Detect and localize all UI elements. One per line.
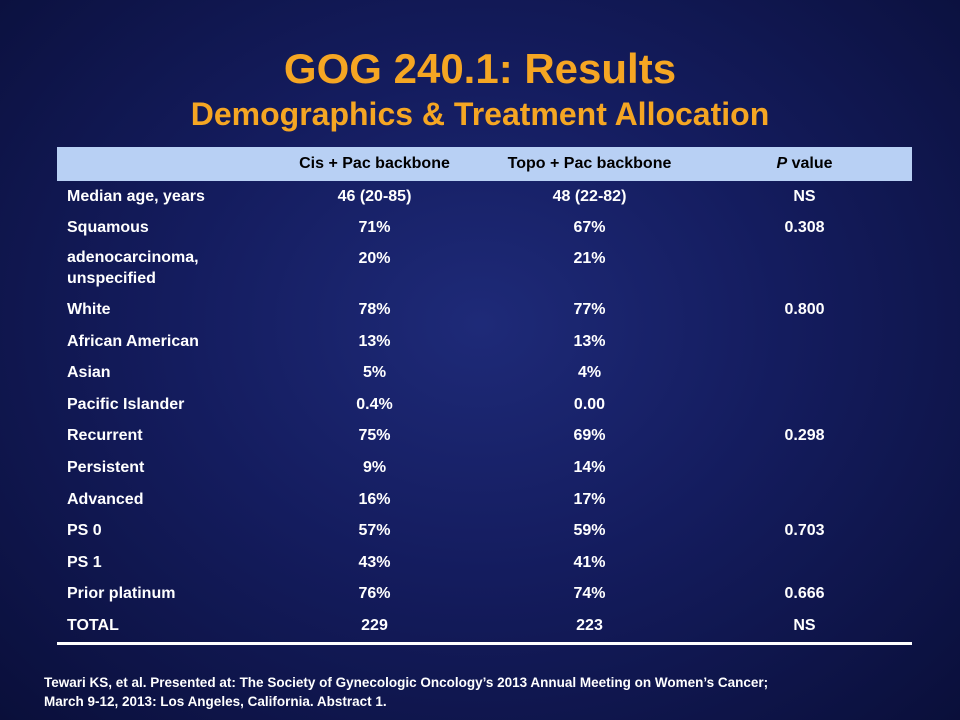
results-table: Cis + Pac backbone Topo + Pac backbone P…: [57, 147, 912, 642]
row-label: Persistent: [67, 458, 145, 476]
p-value: 0.703: [784, 522, 825, 540]
topo-pac-value: 41%: [573, 553, 606, 571]
header-blank: [57, 147, 267, 181]
topo-pac-value: 74%: [573, 585, 606, 603]
slide-title: GOG 240.1: Results: [283, 45, 677, 92]
table-row: Median age, years 46 (20-85) 48 (22-82) NS: [57, 181, 912, 213]
citation: Tewari KS, et al. Presented at: The Soci…: [44, 673, 944, 711]
cis-pac-value: 71%: [358, 219, 391, 237]
results-table-container: Cis + Pac backbone Topo + Pac backbone P…: [57, 147, 912, 645]
cis-pac-value: 229: [361, 616, 388, 634]
row-label: Median age, years: [67, 187, 205, 205]
row-label: Asian: [67, 364, 111, 382]
cis-pac-value: 78%: [358, 300, 391, 318]
header-p-rest: value: [787, 155, 833, 172]
table-row: African American 13% 13%: [57, 326, 912, 358]
table-row: Squamous 71% 67% 0.308: [57, 213, 912, 245]
table-row: Prior platinum 76% 74% 0.666: [57, 579, 912, 611]
table-row: Advanced 16% 17%: [57, 484, 912, 516]
header-p-letter: P: [776, 155, 788, 172]
topo-pac-value: 4%: [577, 364, 602, 382]
p-value: 0.298: [784, 427, 825, 445]
header-topo-pac: Topo + Pac backbone: [507, 155, 672, 172]
p-value: 0.800: [784, 300, 825, 318]
cis-pac-value: 13%: [358, 332, 391, 350]
table-row: Pacific Islander 0.4% 0.00: [57, 389, 912, 421]
topo-pac-value: 17%: [573, 490, 606, 508]
table-row: Asian 5% 4%: [57, 357, 912, 389]
cis-pac-value: 57%: [358, 522, 391, 540]
cis-pac-value: 46 (20-85): [337, 187, 412, 205]
slide-subtitle: Demographics & Treatment Allocation: [190, 96, 770, 132]
cis-pac-value: 9%: [362, 458, 387, 476]
row-label: Pacific Islander: [67, 395, 185, 413]
row-label: PS 1: [67, 553, 102, 571]
topo-pac-value: 67%: [573, 219, 606, 237]
p-value: 0.308: [784, 219, 825, 237]
header-cis-pac: Cis + Pac backbone: [299, 155, 450, 172]
row-label: Recurrent: [67, 427, 143, 445]
row-label: Prior platinum: [67, 585, 176, 603]
cis-pac-value: 0.4%: [356, 395, 393, 413]
table-bottom-rule: [57, 641, 912, 645]
cis-pac-value: 75%: [358, 427, 391, 445]
topo-pac-value: 0.00: [573, 395, 606, 413]
table-row: TOTAL 229 223 NS: [57, 610, 912, 642]
row-label: African American: [67, 332, 199, 350]
row-label: White: [67, 300, 111, 318]
table-row: PS 0 57% 59% 0.703: [57, 515, 912, 547]
table-body: Median age, years 46 (20-85) 48 (22-82) NS S…: [57, 181, 912, 642]
table-row: PS 1 43% 41%: [57, 547, 912, 579]
p-value: [697, 484, 912, 516]
row-label: adenocarcinoma, unspecified: [67, 249, 199, 288]
topo-pac-value: 14%: [573, 458, 606, 476]
row-label: PS 0: [67, 522, 102, 540]
row-label: TOTAL: [67, 616, 119, 634]
header-p-value: P value: [697, 147, 912, 181]
p-value: [697, 357, 912, 389]
topo-pac-value: 48 (22-82): [552, 187, 627, 205]
topo-pac-value: 13%: [573, 332, 606, 350]
topo-pac-value: 59%: [573, 522, 606, 540]
citation-line-2: March 9-12, 2013: Los Angeles, Californi…: [44, 694, 387, 709]
cis-pac-value: 5%: [362, 364, 387, 382]
p-value: [697, 452, 912, 484]
p-value: [697, 326, 912, 358]
row-label: Advanced: [67, 490, 144, 508]
p-value: 0.666: [784, 585, 825, 603]
topo-pac-value: 77%: [573, 300, 606, 318]
table-row: adenocarcinoma, unspecified 20% 21%: [57, 244, 912, 294]
citation-line-1: Tewari KS, et al. Presented at: The Soci…: [44, 675, 769, 690]
topo-pac-value: 69%: [573, 427, 606, 445]
topo-pac-value: 21%: [573, 250, 606, 268]
topo-pac-value: 223: [576, 616, 603, 634]
table-row: Persistent 9% 14%: [57, 452, 912, 484]
row-label: Squamous: [67, 219, 149, 237]
p-value: [697, 244, 912, 294]
p-value: NS: [793, 616, 816, 634]
cis-pac-value: 16%: [358, 490, 391, 508]
cis-pac-value: 20%: [358, 250, 391, 268]
p-value: [697, 389, 912, 421]
cis-pac-value: 43%: [358, 553, 391, 571]
p-value: NS: [793, 187, 816, 205]
table-header-row: Cis + Pac backbone Topo + Pac backbone P…: [57, 147, 912, 181]
table-row: Recurrent 75% 69% 0.298: [57, 421, 912, 453]
cis-pac-value: 76%: [358, 585, 391, 603]
p-value: [697, 547, 912, 579]
table-row: White 78% 77% 0.800: [57, 294, 912, 326]
